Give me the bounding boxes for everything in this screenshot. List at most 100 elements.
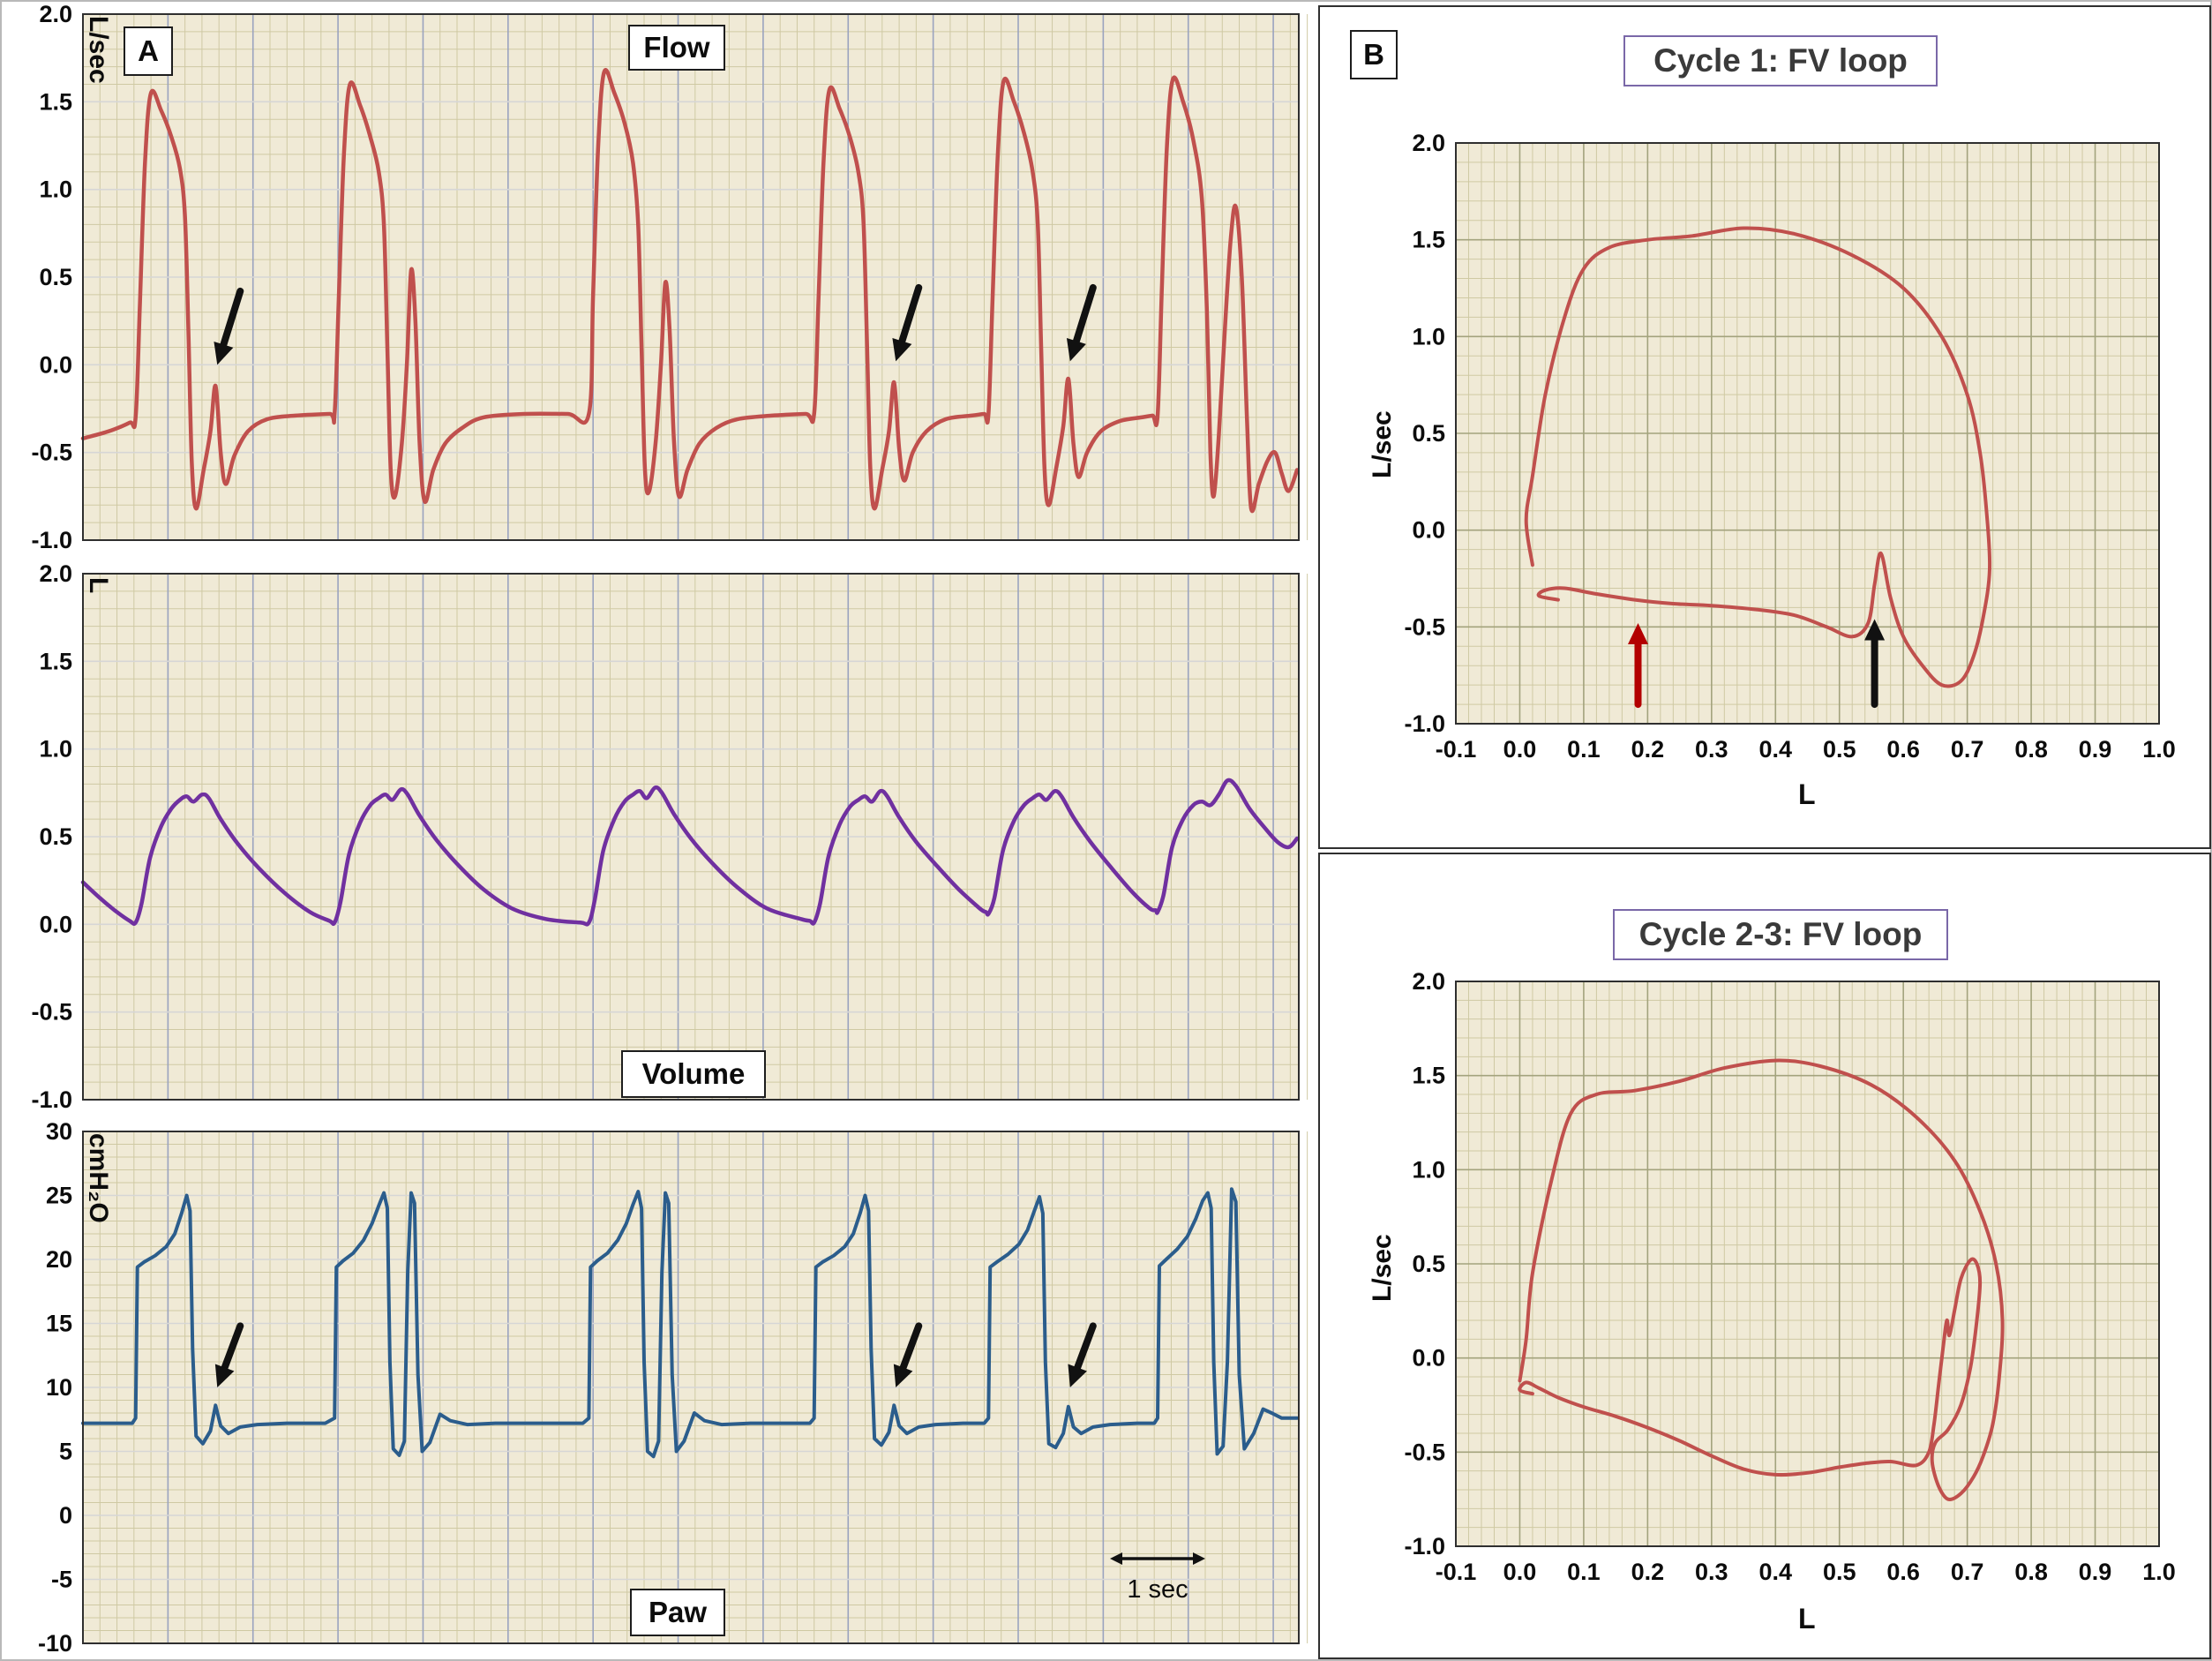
- scale-bar-label: 1 sec: [1127, 1575, 1188, 1604]
- svg-text:-0.1: -0.1: [1436, 736, 1477, 763]
- fv1-chart: 2.0 1.5 1.0 0.5 0.0 -0.5 -1.0 -0.1 0.0 0.1 0.2 0.3 0…: [1325, 101, 2208, 824]
- svg-text:0.6: 0.6: [1886, 736, 1920, 763]
- svg-text:0.0: 0.0: [39, 351, 72, 378]
- svg-text:15: 15: [46, 1311, 72, 1337]
- svg-text:1.0: 1.0: [39, 736, 72, 763]
- plot-border: [1455, 142, 2160, 725]
- svg-text:0.0: 0.0: [1412, 1345, 1445, 1372]
- ineffective-effort-arrow-2: [892, 283, 923, 362]
- svg-text:0.9: 0.9: [2079, 1559, 2112, 1585]
- y-tick-labels: 2.0 1.5 1.0 0.5 0.0 -0.5 -1.0: [1404, 130, 1445, 737]
- svg-text:-1.0: -1.0: [31, 1086, 72, 1113]
- svg-text:0.5: 0.5: [1412, 420, 1445, 447]
- flow-chart: 2.0 1.5 1.0 0.5 0.0 -0.5 -1.0: [9, 1, 1308, 553]
- svg-text:25: 25: [46, 1183, 72, 1209]
- svg-text:0.4: 0.4: [1758, 736, 1792, 763]
- x-tick-labels: -0.1 0.0 0.1 0.2 0.3 0.4 0.5 0.6 0.7 0.8 0.9 1.0: [1436, 1559, 2176, 1585]
- fv23-x-axis-label: L: [1798, 1603, 1816, 1635]
- y-tick-labels: 2.0 1.5 1.0 0.5 0.0 -0.5 -1.0: [31, 560, 72, 1113]
- panel-b-label: B: [1350, 30, 1398, 79]
- svg-text:-5: -5: [51, 1567, 72, 1593]
- black-effort-arrow: [1864, 619, 1886, 709]
- svg-text:0.5: 0.5: [1412, 1251, 1445, 1277]
- svg-text:0.7: 0.7: [1951, 736, 1984, 763]
- svg-text:2.0: 2.0: [1412, 130, 1445, 156]
- x-tick-labels: -0.1 0.0 0.1 0.2 0.3 0.4 0.5 0.6 0.7 0.8 0.9 1.0: [1436, 736, 2176, 763]
- paw-chart: 30 25 20 15 10 5 0 -5 -10: [9, 1118, 1308, 1657]
- svg-text:10: 10: [46, 1374, 72, 1401]
- svg-text:30: 30: [46, 1118, 72, 1145]
- fv23-title-box: Cycle 2-3: FV loop: [1613, 909, 1948, 960]
- svg-text:0.3: 0.3: [1695, 736, 1728, 763]
- panel-a-label: A: [124, 26, 173, 76]
- svg-text:0.2: 0.2: [1631, 736, 1665, 763]
- svg-text:0.4: 0.4: [1758, 1559, 1792, 1585]
- plot-border: [82, 1131, 1300, 1644]
- flow-y-axis-label: L/sec: [84, 16, 113, 84]
- svg-text:0.8: 0.8: [2014, 1559, 2048, 1585]
- flow-plot-svg: 2.0 1.5 1.0 0.5 0.0 -0.5 -1.0: [31, 1, 1308, 553]
- svg-text:0.0: 0.0: [1503, 1559, 1537, 1585]
- svg-text:1.5: 1.5: [1412, 227, 1445, 253]
- volume-y-axis-label: L: [84, 577, 113, 594]
- volume-plot-svg: 2.0 1.5 1.0 0.5 0.0 -0.5 -1.0: [31, 560, 1308, 1113]
- ineffective-effort-arrow-1: [214, 287, 244, 365]
- svg-text:1.0: 1.0: [2142, 1559, 2176, 1585]
- svg-text:0.0: 0.0: [39, 911, 72, 937]
- svg-text:0.0: 0.0: [1412, 517, 1445, 544]
- svg-text:-0.5: -0.5: [31, 999, 72, 1026]
- plot-border: [82, 13, 1300, 541]
- svg-text:2.0: 2.0: [1412, 968, 1445, 995]
- paw-trace: [81, 1187, 1300, 1459]
- svg-text:1.0: 1.0: [39, 177, 72, 203]
- fv1-y-axis-label: L/sec: [1368, 410, 1397, 478]
- svg-text:-1.0: -1.0: [1404, 710, 1445, 737]
- plot-border: [1455, 981, 2160, 1547]
- svg-text:1.0: 1.0: [2142, 736, 2176, 763]
- svg-text:1.5: 1.5: [1412, 1063, 1445, 1089]
- paw-plot-svg: 30 25 20 15 10 5 0 -5 -10: [38, 1118, 1308, 1657]
- ineffective-effort-arrow-3: [1066, 283, 1097, 362]
- y-tick-labels: 30 25 20 15 10 5 0 -5 -10: [38, 1118, 72, 1657]
- fv23-y-axis-label: L/sec: [1368, 1234, 1397, 1302]
- fv1-x-axis-label: L: [1798, 778, 1816, 810]
- fv23-plot-svg: 2.0 1.5 1.0 0.5 0.0 -0.5 -1.0-0.1 0.0 0.1 0.2 0.3 0…: [1404, 968, 2176, 1585]
- flow-title-box: Flow: [628, 25, 725, 71]
- volume-trace: [80, 778, 1300, 927]
- svg-text:-0.5: -0.5: [31, 440, 72, 466]
- svg-text:1.0: 1.0: [1412, 323, 1445, 349]
- svg-text:-1.0: -1.0: [1404, 1533, 1445, 1560]
- red-effort-arrow: [1627, 622, 1648, 709]
- time-scale-bar: 1 sec: [1108, 1548, 1207, 1605]
- fv1-plot-svg: 2.0 1.5 1.0 0.5 0.0 -0.5 -1.0-0.1 0.0 0.1 0.2 0.3 0…: [1404, 130, 2176, 763]
- one-sec-scale-arrow: [1110, 1552, 1205, 1565]
- svg-text:2.0: 2.0: [39, 560, 72, 587]
- fv23-trace: [1518, 1058, 2005, 1501]
- svg-text:-1.0: -1.0: [31, 527, 72, 553]
- fv23-chart: 2.0 1.5 1.0 0.5 0.0 -0.5 -1.0 -0.1 0.0 0.1 0.2 0.3 0…: [1325, 937, 2208, 1652]
- ineffective-effort-arrow-2: [893, 1322, 923, 1387]
- y-tick-labels: 2.0 1.5 1.0 0.5 0.0 -0.5 -1.0: [1404, 968, 1445, 1560]
- svg-text:0.1: 0.1: [1567, 736, 1601, 763]
- ineffective-effort-arrow-1: [214, 1322, 244, 1387]
- svg-text:0.2: 0.2: [1631, 1559, 1665, 1585]
- svg-text:1.5: 1.5: [39, 648, 72, 674]
- svg-text:-0.1: -0.1: [1436, 1559, 1477, 1585]
- svg-text:0.7: 0.7: [1951, 1559, 1984, 1585]
- paw-title-box: Paw: [630, 1589, 725, 1636]
- svg-text:2.0: 2.0: [39, 1, 72, 27]
- svg-text:-10: -10: [38, 1630, 72, 1657]
- flow-trace: [80, 68, 1300, 514]
- svg-text:0.5: 0.5: [1823, 1559, 1856, 1585]
- svg-text:-0.5: -0.5: [1404, 613, 1445, 640]
- ineffective-effort-arrow-3: [1068, 1322, 1097, 1387]
- fv1-title-box: Cycle 1: FV loop: [1623, 35, 1938, 86]
- svg-text:0.5: 0.5: [39, 823, 72, 850]
- svg-text:-0.5: -0.5: [1404, 1439, 1445, 1465]
- svg-text:1.0: 1.0: [1412, 1156, 1445, 1183]
- svg-text:0.1: 0.1: [1567, 1559, 1601, 1585]
- paw-y-axis-label: cmH₂O: [84, 1133, 113, 1223]
- svg-text:0.8: 0.8: [2014, 736, 2048, 763]
- svg-text:0.6: 0.6: [1886, 1559, 1920, 1585]
